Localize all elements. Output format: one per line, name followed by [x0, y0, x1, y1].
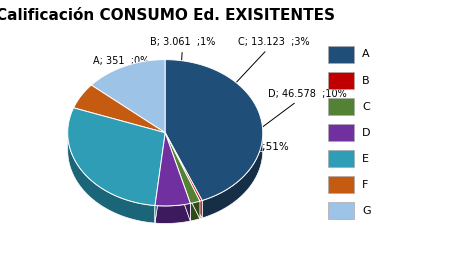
Polygon shape: [200, 200, 202, 219]
PathPatch shape: [165, 133, 202, 201]
PathPatch shape: [165, 59, 263, 200]
Text: B; 3.061  ;1%: B; 3.061 ;1%: [150, 37, 215, 146]
Text: G; 109.648  ;25%: G; 109.648 ;25%: [115, 94, 199, 104]
Bar: [329, 176, 354, 193]
Polygon shape: [202, 134, 263, 218]
Polygon shape: [165, 133, 202, 218]
Polygon shape: [155, 203, 190, 224]
Text: B: B: [362, 76, 369, 85]
Text: D: D: [362, 128, 370, 137]
Polygon shape: [165, 133, 190, 221]
Polygon shape: [190, 201, 200, 221]
Text: A; 351  ;0%: A; 351 ;0%: [93, 57, 168, 130]
Text: E; 231.149  ;51%: E; 231.149 ;51%: [199, 142, 289, 152]
Polygon shape: [68, 134, 155, 223]
Text: D; 46.578  ;10%: D; 46.578 ;10%: [174, 89, 347, 193]
Text: F; 46.170  ;10%: F; 46.170 ;10%: [121, 159, 198, 169]
PathPatch shape: [68, 108, 165, 206]
Bar: [329, 72, 354, 89]
PathPatch shape: [91, 59, 165, 133]
Polygon shape: [165, 133, 202, 218]
Bar: [329, 46, 354, 63]
Text: A: A: [362, 50, 369, 59]
Polygon shape: [165, 133, 200, 219]
Text: E: E: [362, 154, 369, 164]
Bar: [329, 150, 354, 167]
Bar: [329, 98, 354, 115]
PathPatch shape: [165, 133, 200, 203]
Text: Calificación CONSUMO Ed. EXISITENTES: Calificación CONSUMO Ed. EXISITENTES: [0, 8, 335, 23]
Text: G: G: [362, 206, 370, 216]
Polygon shape: [165, 133, 263, 151]
Bar: [329, 124, 354, 141]
PathPatch shape: [155, 133, 190, 206]
Text: C: C: [362, 102, 369, 111]
Bar: [329, 202, 354, 219]
Polygon shape: [155, 133, 165, 223]
PathPatch shape: [73, 85, 165, 133]
Polygon shape: [165, 133, 200, 219]
Text: C; 13.123  ;3%: C; 13.123 ;3%: [174, 37, 310, 148]
Text: F: F: [362, 180, 368, 190]
Polygon shape: [155, 133, 165, 223]
Polygon shape: [165, 133, 190, 221]
